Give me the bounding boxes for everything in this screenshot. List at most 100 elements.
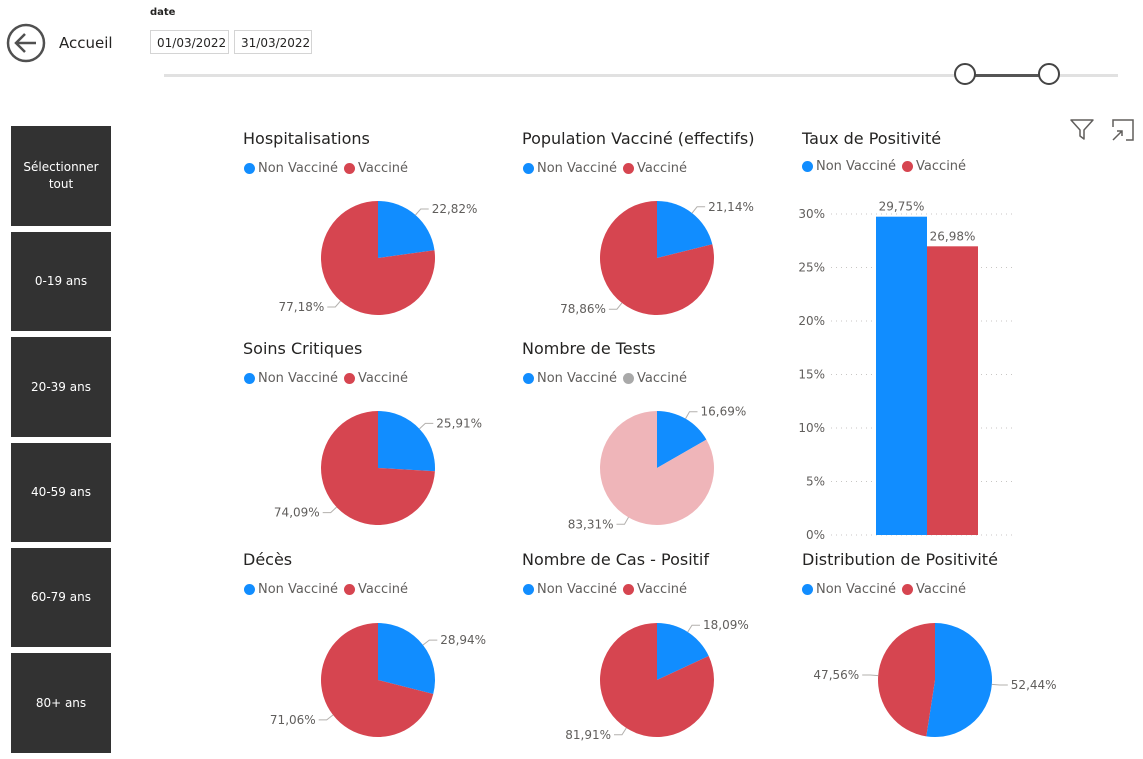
date-end-input[interactable]: 31/03/2022 [234,30,312,54]
legend-label: Non Vacciné [258,582,339,597]
pie-data-label: 81,91% [565,728,611,742]
pie-leader-line [862,674,879,677]
bar-y-tick-label: 10% [798,421,825,435]
back-label[interactable]: Accueil [59,34,113,52]
pie-chart-distribution-positivite: 52,44% 47,56% [813,623,1057,737]
legend-label: Vacciné [637,161,688,176]
legend-deces: Non Vacciné Vacciné [244,582,414,597]
date-slider-range [965,74,1049,77]
legend-dot [902,161,914,172]
legend-hospitalisations: Non Vacciné Vacciné [244,161,414,176]
legend-dot [244,373,255,384]
pie-slice-0[interactable] [926,623,993,737]
pie-slice-1[interactable] [321,411,435,525]
pie-data-label: 47,56% [813,668,859,682]
pie-leader-line [691,206,706,214]
pie-data-label: 78,86% [560,302,606,316]
pie-leader-line [687,624,700,633]
bar-1[interactable] [927,246,978,535]
legend-label: Vacciné [358,371,409,386]
date-filter-label: date [150,7,176,18]
pie-leader-line [614,727,627,736]
pie-slice-1[interactable] [321,201,436,315]
legend-dot [902,584,914,595]
legend-label: Vacciné [916,582,967,597]
pie-slice-1[interactable] [600,411,715,525]
back-arrow-icon [6,23,46,63]
pie-slice-1[interactable] [320,623,434,737]
pie-chart-deces: 28,94% 71,06% [270,623,486,737]
legend-dot [623,373,635,384]
date-slider-start-handle[interactable] [954,63,976,85]
back-button[interactable] [6,23,46,63]
age-button-80-plus[interactable]: 80+ ans [11,653,111,753]
pie-chart-population-vaccine: 21,14% 78,86% [560,200,754,316]
pie-data-label: 18,09% [703,618,749,632]
focus-mode-icon[interactable] [1110,117,1136,143]
legend-label: Vacciné [358,582,409,597]
legend-dot [244,163,255,174]
legend-dot [523,584,534,595]
legend-dot [344,584,356,595]
age-button-0-19[interactable]: 0-19 ans [11,232,111,331]
pie-leader-line [318,714,334,721]
legend-label: Non Vacciné [816,159,897,174]
bar-y-tick-label: 15% [798,368,825,382]
legend-dot [802,161,813,172]
age-button-40-59[interactable]: 40-59 ans [11,443,111,542]
pie-slice-1[interactable] [599,623,714,737]
legend-soins-critiques: Non Vacciné Vacciné [244,371,414,386]
chart-title-distribution-positivite: Distribution de Positivité [802,550,998,569]
bar-0[interactable] [876,216,927,536]
legend-dot [523,163,534,174]
pie-leader-line [608,302,623,310]
legend-dot [344,163,356,174]
legend-dot [623,584,635,595]
pie-slice-0[interactable] [657,623,709,680]
pie-leader-line [616,517,629,525]
pie-data-label: 83,31% [568,517,614,531]
pie-leader-line [322,506,337,514]
bar-y-tick-label: 0% [806,528,825,542]
age-button-20-39[interactable]: 20-39 ans [11,337,111,437]
legend-label: Vacciné [637,371,688,386]
pie-slice-0[interactable] [378,411,436,472]
legend-nombre-cas-positif: Non Vacciné Vacciné [523,582,693,597]
pie-data-label: 77,18% [279,300,325,314]
pie-chart-nombre-cas-positif: 18,09% 81,91% [565,618,749,742]
age-button-60-79[interactable]: 60-79 ans [11,548,111,647]
legend-dot [523,373,534,384]
pie-data-label: 16,69% [701,405,747,419]
legend-dot [623,163,635,174]
legend-label: Non Vacciné [537,582,618,597]
bar-y-tick-label: 30% [798,207,825,221]
legend-population-vaccine: Non Vacciné Vacciné [523,161,693,176]
pie-slice-0[interactable] [378,201,435,258]
legend-dot [344,373,356,384]
chart-title-soins-critiques: Soins Critiques [243,339,363,358]
legend-label: Non Vacciné [537,371,618,386]
pie-leader-line [991,683,1008,686]
chart-title-nombre-tests: Nombre de Tests [522,339,656,358]
pie-leader-line [415,208,429,216]
date-slider-track[interactable] [164,74,1118,77]
pie-slice-1[interactable] [599,201,714,315]
bar-data-label: 26,98% [930,229,976,243]
pie-slice-0[interactable] [657,201,713,258]
filter-icon[interactable] [1069,117,1095,143]
chart-title-nombre-cas-positif: Nombre de Cas - Positif [522,550,709,569]
pie-slice-0[interactable] [657,411,707,468]
age-button-select-all[interactable]: Sélectionner tout [11,126,111,226]
date-start-input[interactable]: 01/03/2022 [150,30,229,54]
pie-leader-line [327,300,341,308]
bar-y-tick-label: 20% [798,314,825,328]
legend-dot [244,584,255,595]
bar-data-label: 29,75% [879,200,925,214]
pie-chart-nombre-tests: 16,69% 83,31% [568,405,747,532]
pie-leader-line [422,639,438,646]
legend-label: Vacciné [358,161,409,176]
date-slider-end-handle[interactable] [1038,63,1060,85]
pie-slice-0[interactable] [378,623,435,694]
pie-data-label: 22,82% [432,202,478,216]
pie-slice-1[interactable] [878,623,935,737]
